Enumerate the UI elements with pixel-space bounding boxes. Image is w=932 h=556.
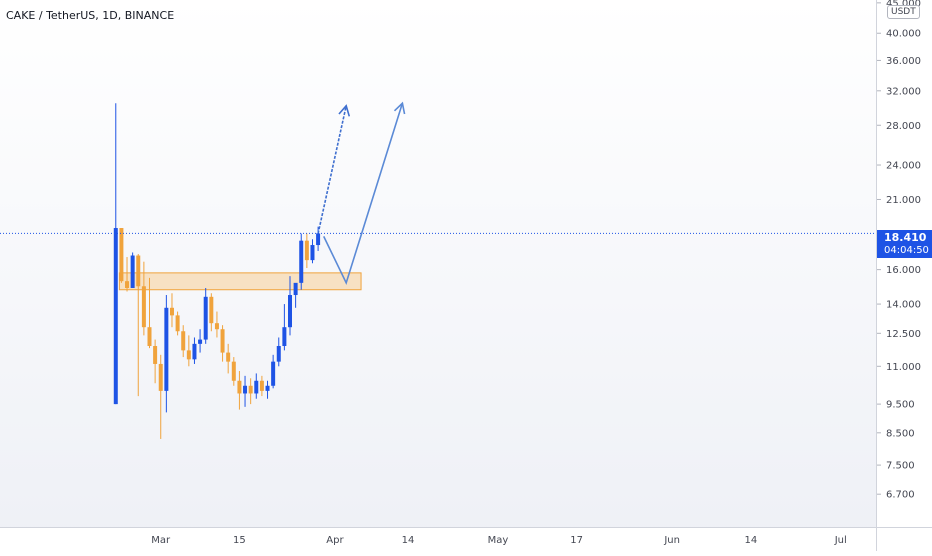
candle-body [186,350,191,360]
candle-body [243,385,248,394]
candle-body [175,315,180,332]
price-tick-label: 7.500 [886,461,915,472]
current-price-value: 18.410 [884,231,927,244]
axis-corner [876,527,932,551]
candle-body [113,228,118,405]
candle-body [254,380,259,394]
candle-body [164,307,169,391]
price-tick-label: 24.000 [886,161,921,172]
projection-path [322,102,404,286]
candle-body [248,385,253,394]
candle-body [265,385,270,391]
price-tick-label: 40.000 [886,29,921,40]
candle-body [125,281,130,289]
projection-layer [317,101,406,286]
candle-body [259,380,264,391]
symbol-title[interactable]: CAKE / TetherUS, 1D, BINANCE [6,9,175,22]
price-tick-label: 11.000 [886,362,921,373]
candle-body [282,327,287,347]
time-tick-label: May [488,535,509,546]
price-tick-label: 9.500 [886,400,915,411]
current-price-badge: 18.410 04:04:50 [877,230,932,258]
price-tick-label: 36.000 [886,56,921,67]
candle-body [310,245,315,261]
candle-body [214,323,219,330]
candle-body [147,327,152,347]
time-tick-label: Jun [663,535,680,546]
time-tick-label: 15 [233,535,246,546]
time-tick-label: 14 [402,535,415,546]
price-tick-label: 8.500 [886,428,915,439]
time-axis-ticks: Mar 15 Apr 14 May 17 Jun 14 Jul [151,535,847,546]
candle-body [209,296,214,324]
candle-body [169,307,174,316]
time-tick-label: 14 [744,535,757,546]
time-tick-label: 17 [570,535,583,546]
candle-body [119,228,124,282]
candle-body [293,282,298,296]
price-tick-label: 16.000 [886,265,921,276]
demand-zone-layer [118,272,362,291]
demand-zone-box [118,272,362,291]
price-tick-label: 32.000 [886,86,921,97]
candle-body [276,346,281,362]
candle-body [181,331,186,351]
price-tick-label: 21.000 [886,195,921,206]
candles-layer [113,103,321,439]
time-tick-label: Apr [326,535,344,546]
price-tick-label: 28.000 [886,121,921,132]
candle-body [130,255,135,289]
candle-body [316,233,321,246]
price-tick-label: 12.500 [886,329,921,340]
candle-body [288,295,292,328]
price-tick-label: 14.000 [886,300,921,311]
candle-body [226,352,231,362]
candle-body [158,363,163,391]
projection-path [317,105,347,234]
candle-body [141,286,146,328]
projection-arrowhead [393,101,406,115]
time-axis[interactable]: Mar 15 Apr 14 May 17 Jun 14 Jul [0,527,876,551]
time-tick-label: Mar [151,535,171,546]
candle-body [203,296,208,340]
candle-body [237,380,242,394]
currency-label[interactable]: USDT [887,5,920,19]
projection-arrowhead [338,104,351,117]
candle-body [299,240,304,283]
price-tick-label: 6.700 [886,490,915,501]
candle-body [220,329,225,353]
candle-body [192,343,197,360]
price-tick-label: 45.000 [886,0,921,9]
candle-body [136,255,141,287]
price-axis[interactable]: 45.000 40.000 36.000 32.000 28.000 24.000 21.0… [876,0,932,527]
price-axis-ticks: 45.000 40.000 36.000 32.000 28.000 24.000 21.0… [877,0,921,501]
time-tick-label: Jul [834,535,847,546]
candle-body [153,346,158,364]
candle-body [231,361,236,381]
candle-body [198,339,203,344]
candle-body [304,240,309,261]
bar-countdown: 04:04:50 [884,245,929,256]
candle-body [271,361,276,386]
